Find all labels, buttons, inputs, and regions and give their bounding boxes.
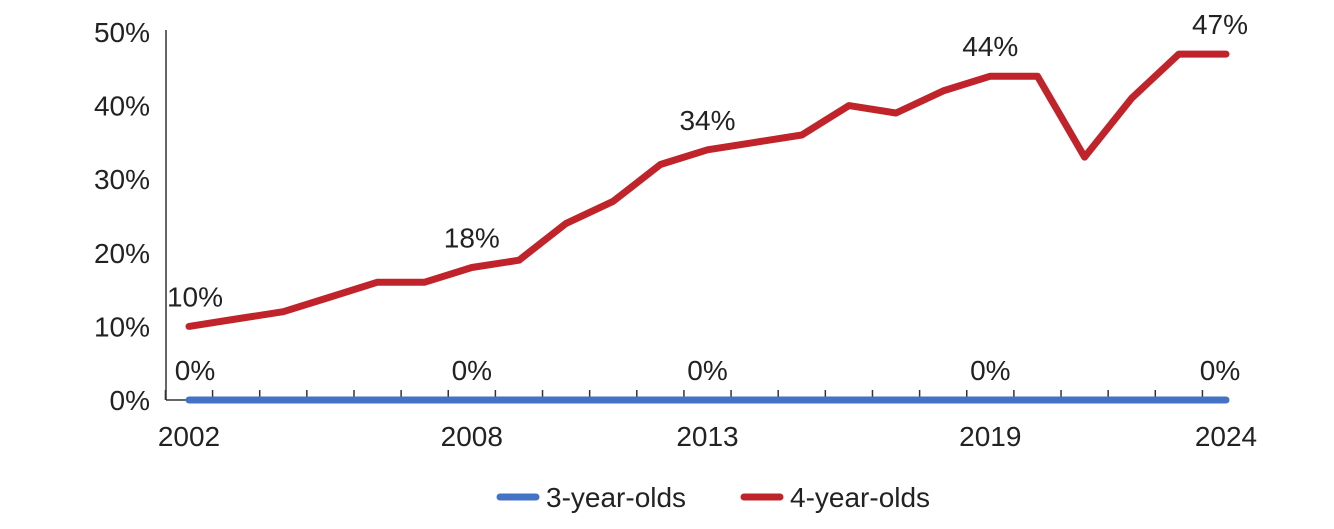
data-label: 10% xyxy=(167,281,223,312)
data-label: 47% xyxy=(1192,9,1248,40)
legend-item: 4-year-olds xyxy=(740,482,930,513)
legend-label: 3-year-olds xyxy=(546,482,686,513)
x-tick-label: 2019 xyxy=(959,421,1021,452)
axes xyxy=(164,30,1228,401)
x-tick-label: 2013 xyxy=(676,421,738,452)
series-lines xyxy=(185,50,1230,404)
data-label: 0% xyxy=(970,355,1010,386)
y-tick-label: 20% xyxy=(94,238,150,269)
data-label: 44% xyxy=(962,31,1018,62)
data-label: 0% xyxy=(687,355,727,386)
data-labels: 0% 0% 0% 0% 0% 10% 18% 34% 44% 47% xyxy=(167,9,1248,386)
legend: 3-year-olds 4-year-olds xyxy=(496,482,930,513)
y-tick-label: 0% xyxy=(110,385,150,416)
x-tick-label: 2024 xyxy=(1195,421,1257,452)
y-tick-labels: 0% 10% 20% 30% 40% 50% xyxy=(94,17,150,416)
series-line-4-year-olds xyxy=(185,50,1230,330)
y-tick-label: 30% xyxy=(94,164,150,195)
data-label: 0% xyxy=(452,355,492,386)
data-label: 0% xyxy=(1200,355,1240,386)
data-label: 34% xyxy=(679,105,735,136)
legend-label: 4-year-olds xyxy=(790,482,930,513)
x-tick-label: 2002 xyxy=(158,421,220,452)
data-label: 18% xyxy=(444,223,500,254)
x-tick-labels: 2002 2008 2013 2019 2024 xyxy=(158,421,1257,452)
data-label: 0% xyxy=(175,355,215,386)
y-tick-label: 50% xyxy=(94,17,150,48)
y-tick-label: 40% xyxy=(94,91,150,122)
x-tick-label: 2008 xyxy=(441,421,503,452)
y-tick-label: 10% xyxy=(94,311,150,342)
legend-item: 3-year-olds xyxy=(496,482,686,513)
